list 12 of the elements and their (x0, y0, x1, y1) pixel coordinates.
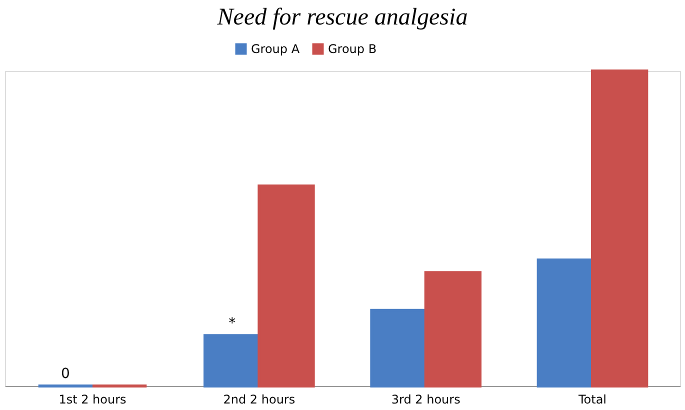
annotation: 0 (60, 366, 70, 382)
annotation: * (228, 316, 236, 332)
legend-label: Group B (328, 42, 377, 56)
bar (424, 271, 482, 388)
bar (258, 184, 315, 388)
x-tick-label: 2nd 2 hours (223, 392, 296, 406)
bar (591, 70, 648, 388)
legend-label: Group A (251, 42, 300, 56)
x-tick-label: 1st 2 hours (58, 392, 126, 406)
x-tick-label: Total (577, 392, 607, 406)
x-tick-label: 3rd 2 hours (391, 392, 460, 406)
chart-title: Need for rescue analgesia (216, 4, 468, 30)
